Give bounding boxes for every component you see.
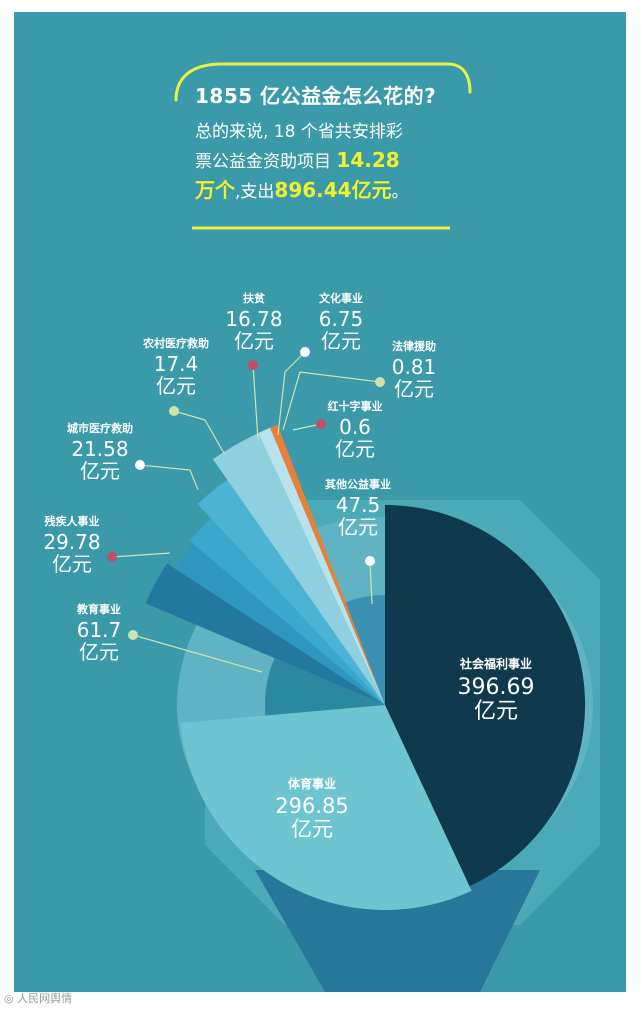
intro-line-1: 总的来说, 18 个省共安排彩 [195,122,403,142]
slice-name-label-10: 红十字事业 [328,399,383,413]
pie-slice-5 [175,544,385,705]
slice-value-label-11: 47.5 [336,493,381,517]
slice-unit-label-2: 亿元 [291,817,333,841]
slice-unit-label-11: 亿元 [338,515,378,539]
slice-name-label-7: 扶贫 [243,291,266,305]
footer-brand-text: 人民网舆情 [17,992,73,1005]
slice-unit-label-10: 亿元 [335,437,375,461]
pie-slice-2 [180,705,472,910]
pie-slice-1 [385,505,586,887]
intro-line-2: 票公益金资助项目 14.28 [195,146,475,176]
pie-slice-6 [189,518,385,705]
callout-dot-4 [107,552,117,562]
callout-line-8 [277,351,306,436]
slice-unit-label-7: 亿元 [234,329,274,353]
callout-dot-5 [135,460,145,470]
callout-dot-8 [300,347,310,357]
slice-name-label-8: 文化事业 [319,291,363,305]
slice-name-label-11: 其他公益事业 [325,477,391,491]
intro-line-2-text: 票公益金资助项目 [195,152,337,172]
callout-dot-3 [128,630,138,640]
slice-unit-label-3: 亿元 [79,640,119,664]
headline: 1855 亿公益金怎么花的? [195,84,437,108]
footer-brand: ◎ 人民网舆情 [4,990,72,1006]
slice-unit-label-9: 亿元 [394,377,434,401]
pie-slice-4 [145,563,385,705]
pie-slice-3 [265,658,385,716]
slice-value-label-3: 61.7 [77,618,122,642]
slice-name-label-4: 残疾人事业 [45,514,100,528]
slice-value-label-2: 296.85 [275,794,348,818]
callout-dot-11 [365,556,375,566]
spend-amount: 896.44亿元 [274,178,392,202]
slice-unit-label-8: 亿元 [321,329,361,353]
slice-name-label-1: 社会福利事业 [459,656,532,671]
intro-line-3: 万个,支出896.44亿元。 [195,176,475,206]
slice-unit-label-1: 亿元 [474,699,518,724]
callout-line-6 [173,410,226,456]
callout-line-3 [132,634,263,673]
intro-text: 总的来说, 18 个省共安排彩 票公益金资助项目 14.28 万个,支出896.… [195,118,475,206]
slice-name-label-6: 农村医疗救助 [142,336,209,350]
pie-slice-8 [212,433,385,705]
header-frame [174,62,472,230]
callout-dot-7 [248,360,258,370]
slice-value-label-8: 6.75 [319,307,364,331]
header-bracket [174,62,472,102]
intro-spend-label: ,支出 [235,182,275,202]
slice-value-label-5: 21.58 [71,437,128,461]
pie-slice-7 [197,479,385,705]
slice-unit-label-5: 亿元 [80,459,120,483]
pie-slice-9 [258,427,385,705]
slice-value-label-10: 0.6 [339,415,371,439]
projects-count: 14.28 [336,148,400,172]
callout-line-11 [369,560,373,605]
callout-line-5 [139,464,199,491]
callout-dot-10 [316,419,326,429]
slice-name-label-5: 城市医疗救助 [67,421,133,435]
pie-callouts [107,347,385,673]
callout-dot-6 [169,406,179,416]
slice-value-label-1: 396.69 [458,675,535,700]
pie-labels: 社会福利事业396.69亿元体育事业296.85亿元教育事业61.7亿元残疾人事… [43,291,534,841]
slice-name-label-3: 教育事业 [76,602,121,616]
slice-value-label-6: 17.4 [154,352,199,376]
callout-line-7 [252,364,259,441]
slice-name-label-2: 体育事业 [288,776,336,791]
pie-slice-11 [345,595,385,705]
pie-slices [145,424,586,910]
slice-unit-label-6: 亿元 [156,374,196,398]
callout-dot-9 [375,377,385,387]
callout-line-9 [282,371,381,431]
callout-line-4 [111,552,171,558]
slice-name-label-9: 法律援助 [392,339,436,353]
weibo-icon: ◎ [4,992,14,1005]
slice-value-label-7: 16.78 [225,307,282,331]
slice-unit-label-4: 亿元 [52,552,92,576]
projects-unit: 万个 [195,178,235,202]
intro-end: 。 [391,182,409,202]
pie-slice-10 [270,424,385,705]
slice-value-label-9: 0.81 [392,355,437,379]
slice-value-label-4: 29.78 [43,530,100,554]
